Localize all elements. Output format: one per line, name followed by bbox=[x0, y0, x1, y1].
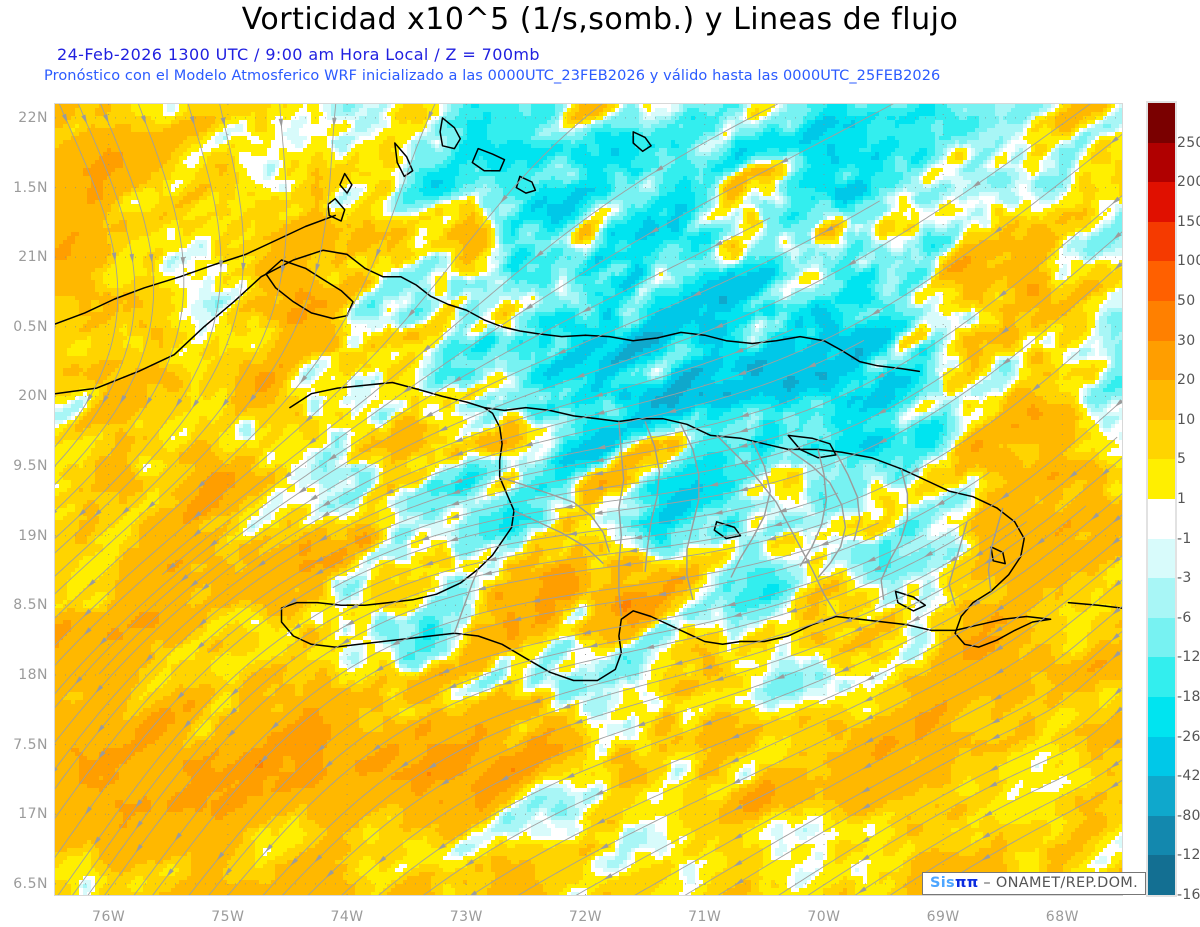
page-title: Vorticidad x10^5 (1/s,somb.) y Lineas de… bbox=[241, 2, 959, 37]
model-run-description: Pronóstico con el Modelo Atmosferico WRF… bbox=[44, 68, 941, 84]
colorbar-tick-label: 5 bbox=[1177, 451, 1187, 468]
colorbar-segment bbox=[1148, 380, 1175, 420]
colorbar-tick-label: -1 bbox=[1177, 530, 1192, 547]
colorbar-tick-label: -3 bbox=[1177, 570, 1192, 587]
logo-separator: – bbox=[983, 875, 991, 891]
x-axis-tick-label: 75W bbox=[211, 909, 245, 925]
colorbar-segment bbox=[1148, 459, 1175, 499]
colorbar-segment bbox=[1148, 300, 1175, 341]
y-axis-tick-label: 1.5N bbox=[13, 179, 48, 196]
y-axis-tick-label: 20N bbox=[18, 388, 48, 405]
logo-pi-icon: ππ bbox=[954, 875, 979, 891]
colorbar-tick-label: -42 bbox=[1177, 768, 1200, 785]
colorbar-segment bbox=[1148, 498, 1175, 539]
colorbar-tick-label: -160 bbox=[1177, 887, 1200, 903]
x-axis-tick-label: 69W bbox=[926, 909, 960, 925]
x-axis-tick-label: 68W bbox=[1045, 909, 1079, 925]
y-axis-tick-label: 6.5N bbox=[13, 875, 48, 892]
y-axis-tick-label: 17N bbox=[18, 806, 48, 823]
x-axis-tick-label: 70W bbox=[807, 909, 841, 925]
colorbar-segment bbox=[1148, 776, 1175, 816]
y-axis-tick-label: 0.5N bbox=[13, 318, 48, 335]
colorbar-segment bbox=[1148, 657, 1175, 697]
colorbar-tick-label: 250 bbox=[1177, 134, 1200, 151]
colorbar-segment bbox=[1148, 617, 1175, 658]
colorbar-tick-label: -80 bbox=[1177, 807, 1200, 824]
colorbar-tick-label: 10 bbox=[1177, 411, 1196, 428]
forecast-valid-time: 24-Feb-2026 1300 UTC / 9:00 am Hora Loca… bbox=[57, 45, 540, 64]
colorbar-segment bbox=[1148, 696, 1175, 737]
colorbar-segment bbox=[1148, 578, 1175, 618]
logo-brand-text: Sis bbox=[930, 875, 955, 891]
x-axis-tick-label: 74W bbox=[330, 909, 364, 925]
logo-organization-text: ONAMET/REP.DOM. bbox=[995, 875, 1139, 891]
y-axis-tick-label: 9.5N bbox=[13, 458, 48, 475]
agency-logo: Sisππ – ONAMET/REP.DOM. bbox=[922, 872, 1147, 895]
y-axis-tick-label: 21N bbox=[18, 249, 48, 266]
colorbar-segment bbox=[1148, 261, 1175, 301]
colorbar-tick-label: 100 bbox=[1177, 253, 1200, 270]
colorbar-segment bbox=[1148, 221, 1175, 262]
colorbar-segment bbox=[1148, 182, 1175, 222]
colorbar-tick-label: -12 bbox=[1177, 649, 1200, 666]
colorbar[interactable] bbox=[1148, 103, 1175, 895]
y-axis-tick-label: 7.5N bbox=[13, 736, 48, 753]
x-axis-tick-label: 73W bbox=[449, 909, 483, 925]
x-axis-tick-label: 72W bbox=[568, 909, 603, 925]
y-axis-tick-label: 19N bbox=[18, 527, 48, 544]
colorbar-tick-label: -18 bbox=[1177, 689, 1200, 705]
colorbar-segment bbox=[1148, 855, 1175, 895]
colorbar-tick-label: 20 bbox=[1177, 372, 1196, 389]
colorbar-tick-label: 50 bbox=[1177, 293, 1196, 309]
x-axis-tick-label: 71W bbox=[688, 909, 722, 925]
colorbar-segment bbox=[1148, 340, 1175, 381]
colorbar-tick-label: 1 bbox=[1177, 491, 1187, 507]
colorbar-segment bbox=[1148, 736, 1175, 777]
x-axis-tick-label: 76W bbox=[92, 909, 126, 925]
y-axis-tick-label: 22N bbox=[18, 109, 48, 126]
colorbar-tick-label: -6 bbox=[1177, 609, 1192, 626]
colorbar-segment bbox=[1148, 815, 1175, 856]
colorbar-segment bbox=[1148, 419, 1175, 460]
colorbar-tick-label: -120 bbox=[1177, 847, 1200, 864]
colorbar-tick-label: 30 bbox=[1177, 332, 1196, 349]
colorbar-segment bbox=[1148, 103, 1175, 143]
y-axis-tick-label: 18N bbox=[18, 666, 48, 683]
colorbar-segment bbox=[1148, 142, 1175, 183]
y-axis-tick-label: 8.5N bbox=[13, 597, 48, 614]
colorbar-tick-label: -26 bbox=[1177, 728, 1200, 745]
map-plot-area[interactable] bbox=[55, 104, 1122, 895]
colorbar-tick-label: 150 bbox=[1177, 213, 1200, 230]
colorbar-tick-label: 200 bbox=[1177, 174, 1200, 191]
vorticity-shaded-field bbox=[55, 104, 1122, 895]
colorbar-segment bbox=[1148, 538, 1175, 579]
